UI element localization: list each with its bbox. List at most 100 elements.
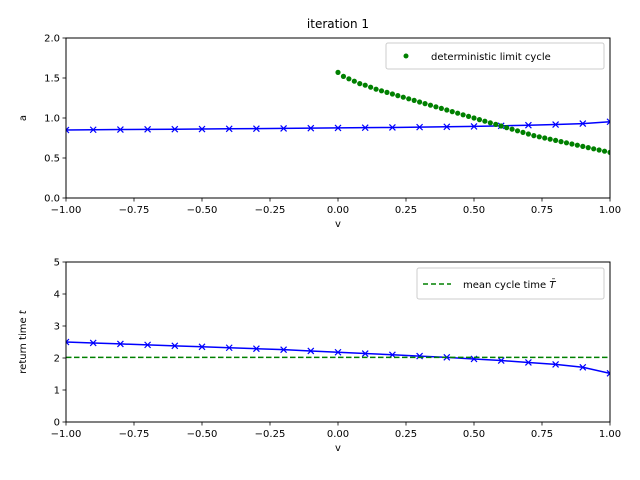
limit-cycle-point bbox=[449, 109, 455, 115]
bottom-axes: −1.00 −0.75 −0.50 −0.25 0.00 0.25 0.50 0.75 1.00… bbox=[18, 258, 621, 455]
limit-cycle-point bbox=[368, 84, 374, 90]
limit-cycle-point bbox=[444, 107, 450, 113]
limit-cycle-point bbox=[580, 143, 586, 149]
limit-cycle-point bbox=[558, 139, 564, 145]
limit-cycle-point bbox=[422, 101, 428, 107]
x-marker-point bbox=[198, 343, 206, 351]
x-tick-label: 0.50 bbox=[463, 205, 485, 216]
limit-cycle-point bbox=[547, 136, 553, 142]
x-marker-point bbox=[144, 125, 152, 133]
x-marker-point bbox=[116, 126, 124, 133]
x-tick-label: −0.25 bbox=[255, 429, 286, 440]
limit-cycle-point bbox=[553, 137, 559, 143]
limit-cycle-point bbox=[400, 94, 406, 100]
limit-cycle-point bbox=[504, 125, 510, 131]
x-marker-point bbox=[144, 341, 152, 349]
limit-cycle-point bbox=[591, 146, 597, 152]
limit-cycle-point bbox=[346, 76, 352, 82]
top-axes: −1.00 −0.75 −0.50 −0.25 0.00 0.25 0.50 0.75 1.00… bbox=[18, 34, 621, 231]
y-tick-label: 3 bbox=[54, 322, 60, 333]
y-tick-label: 2.0 bbox=[44, 34, 60, 45]
limit-cycle-point bbox=[438, 105, 444, 111]
x-marker-point bbox=[171, 125, 179, 133]
x-tick-label: −1.00 bbox=[51, 205, 82, 216]
limit-cycle-point bbox=[389, 91, 395, 97]
limit-cycle-point bbox=[406, 96, 412, 102]
top-legend-box bbox=[385, 42, 605, 70]
limit-cycle-point bbox=[536, 134, 542, 140]
x-tick-label: 0.25 bbox=[395, 205, 417, 216]
bottom-ticks: −1.00 −0.75 −0.50 −0.25 0.00 0.25 0.50 0.75 1.00… bbox=[51, 258, 621, 441]
legend-marker-limit-cycle bbox=[403, 53, 409, 59]
limit-cycle-point bbox=[460, 112, 466, 118]
limit-cycle-point bbox=[525, 131, 532, 137]
x-marker-point bbox=[497, 357, 505, 364]
x-marker-point bbox=[334, 124, 342, 132]
top-legend: deterministic limit cycle bbox=[385, 42, 605, 70]
x-marker-point bbox=[552, 360, 560, 368]
x-marker-point bbox=[524, 121, 532, 129]
limit-cycle-point bbox=[498, 123, 504, 129]
limit-cycle-point bbox=[607, 149, 610, 155]
limit-cycle-point bbox=[542, 135, 548, 141]
x-marker-point bbox=[66, 126, 70, 134]
x-marker-point bbox=[388, 124, 396, 131]
x-marker-point bbox=[252, 125, 260, 133]
x-marker-point bbox=[470, 122, 478, 130]
limit-cycle-point bbox=[601, 148, 608, 154]
limit-cycle-point bbox=[482, 118, 488, 124]
x-tick-label: 1.00 bbox=[599, 429, 621, 440]
y-tick-label: 4 bbox=[54, 290, 60, 301]
y-tick-label: 0.0 bbox=[44, 194, 60, 205]
top-plot-marks bbox=[66, 69, 610, 155]
limit-cycle-point bbox=[373, 86, 379, 92]
limit-cycle-point bbox=[574, 142, 580, 148]
y-tick-label: 1.0 bbox=[44, 114, 60, 125]
limit-cycle-point bbox=[427, 102, 434, 108]
x-tick-label: −0.75 bbox=[119, 205, 150, 216]
x-marker-point bbox=[361, 124, 369, 132]
top-x-axis-label: v bbox=[335, 219, 341, 230]
limit-cycle-point bbox=[411, 97, 417, 103]
limit-cycle-point bbox=[455, 110, 461, 116]
limit-cycle-point bbox=[395, 93, 401, 99]
x-tick-label: −0.75 bbox=[119, 429, 150, 440]
x-tick-label: −0.50 bbox=[187, 205, 218, 216]
x-marker-point bbox=[66, 338, 70, 346]
x-marker-point bbox=[171, 342, 179, 350]
legend-label-mean-cycle-time: mean cycle time T̄ bbox=[463, 278, 556, 291]
y-tick-label: 0.5 bbox=[44, 154, 60, 165]
legend-label-limit-cycle: deterministic limit cycle bbox=[431, 52, 551, 63]
x-marker-point bbox=[579, 363, 587, 371]
x-marker-point bbox=[280, 346, 288, 354]
plot-area bbox=[66, 338, 610, 377]
x-tick-label: 1.00 bbox=[599, 205, 621, 216]
limit-cycle-point bbox=[520, 129, 526, 135]
y-tick-label: 2 bbox=[54, 354, 60, 365]
bottom-plot-marks bbox=[66, 338, 610, 377]
bottom-y-axis-label: return time t bbox=[18, 309, 29, 374]
x-tick-label: 0.00 bbox=[327, 205, 349, 216]
x-marker-point bbox=[252, 345, 260, 353]
x-tick-label: 0.50 bbox=[463, 429, 485, 440]
limit-cycle-point bbox=[514, 128, 521, 134]
x-marker-point bbox=[443, 123, 451, 131]
x-tick-label: 0.75 bbox=[531, 205, 553, 216]
x-tick-label: −0.50 bbox=[187, 429, 218, 440]
x-marker-point bbox=[552, 121, 560, 128]
bottom-legend: mean cycle time T̄ bbox=[416, 267, 605, 300]
x-marker-point bbox=[89, 339, 97, 347]
y-tick-label: 1 bbox=[54, 386, 60, 397]
limit-cycle-point bbox=[378, 88, 385, 94]
x-marker-point bbox=[606, 369, 610, 377]
limit-cycle-point bbox=[596, 147, 602, 153]
y-tick-label: 0 bbox=[54, 418, 60, 429]
x-marker-point bbox=[225, 344, 233, 352]
x-tick-label: 0.25 bbox=[395, 429, 417, 440]
limit-cycle-point bbox=[433, 104, 439, 110]
y-tick-label: 1.5 bbox=[44, 74, 60, 85]
x-marker-point bbox=[307, 347, 315, 355]
limit-cycle-point bbox=[351, 78, 357, 84]
